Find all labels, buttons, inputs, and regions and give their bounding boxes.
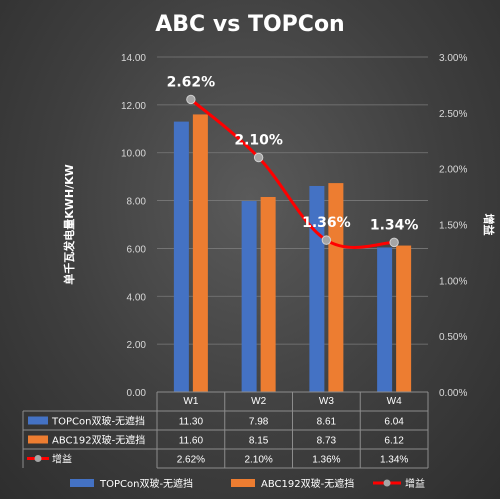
- y-tick-label: 8.00: [127, 197, 147, 208]
- table-cell: 1.36%: [312, 455, 340, 466]
- legend-key: [231, 479, 255, 487]
- table-cell: 8.61: [317, 417, 337, 428]
- table-row-label: TOPCon双玻-无遮挡: [51, 415, 145, 428]
- y-tick-label: 0.00: [127, 388, 147, 399]
- gain-data-label: 2.10%: [234, 133, 283, 149]
- table-cell: 8.73: [317, 436, 337, 447]
- gain-marker-w4: [389, 237, 399, 248]
- table-legend-key: [28, 435, 48, 444]
- x-category-label: W3: [319, 396, 334, 407]
- gain-line: [189, 98, 395, 249]
- y-tick-label: 10.00: [121, 149, 146, 160]
- legend-key: [70, 479, 94, 487]
- bar-abc-w3: [328, 183, 344, 392]
- y-tick-label: 4.00: [127, 292, 147, 303]
- y2-tick-label: 0.00%: [439, 388, 467, 399]
- y-axis-label: 单千瓦发电量KWH/KW: [62, 164, 76, 285]
- table-cell: 11.30: [179, 417, 204, 428]
- table-legend-key: [34, 455, 42, 462]
- bar-abc-w4: [396, 245, 412, 392]
- table-legend-key: [28, 416, 48, 425]
- y2-tick-label: 3.00%: [439, 53, 467, 64]
- table-row-label: ABC192双玻-无遮挡: [52, 434, 145, 447]
- y2-tick-label: 1.00%: [439, 276, 467, 287]
- bar-topcon-w1: [173, 121, 189, 392]
- legend-key: [383, 479, 391, 487]
- y-tick-label: 2.00: [127, 340, 147, 351]
- y2-tick-label: 2.00%: [439, 165, 467, 176]
- gain-data-label: 1.34%: [370, 217, 419, 233]
- x-category-label: W1: [183, 396, 198, 407]
- table-cell: 11.60: [179, 436, 204, 447]
- table-cell: 6.12: [384, 436, 404, 447]
- table-cell: 2.62%: [177, 455, 205, 466]
- gain-marker-w2: [253, 152, 264, 163]
- bar-topcon-w2: [241, 201, 257, 392]
- chart-title: ABC vs TOPCon: [155, 12, 344, 37]
- legend-label: ABC192双玻-无遮挡: [261, 477, 354, 490]
- table-cell: 2.10%: [244, 455, 272, 466]
- y-tick-label: 12.00: [121, 101, 146, 112]
- table-cell: 8.15: [249, 436, 269, 447]
- bar-topcon-w4: [377, 247, 393, 392]
- legend-label: 增益: [405, 477, 425, 490]
- legend-label: TOPCon双玻-无遮挡: [99, 477, 193, 490]
- bar-abc-w1: [192, 114, 208, 392]
- gain-marker-w1: [186, 94, 196, 105]
- table-cell: 7.98: [249, 417, 269, 428]
- y2-tick-label: 1.50%: [439, 221, 467, 232]
- gain-data-label: 2.62%: [167, 74, 216, 90]
- y2-tick-label: 2.50%: [439, 109, 467, 120]
- gain-marker-w3: [321, 235, 332, 245]
- x-category-label: W4: [387, 396, 402, 407]
- x-category-label: W2: [251, 396, 266, 407]
- bar-abc-w2: [260, 196, 276, 392]
- gain-data-label: 1.36%: [302, 215, 351, 231]
- y-tick-label: 14.00: [121, 53, 146, 64]
- y-tick-label: 6.00: [127, 244, 147, 255]
- table-cell: 6.04: [384, 417, 404, 428]
- table-row-label: 增益: [52, 453, 72, 466]
- y2-tick-label: 0.50%: [439, 332, 467, 343]
- table-cell: 1.34%: [380, 455, 408, 466]
- y2-axis-label: 增益: [482, 214, 496, 236]
